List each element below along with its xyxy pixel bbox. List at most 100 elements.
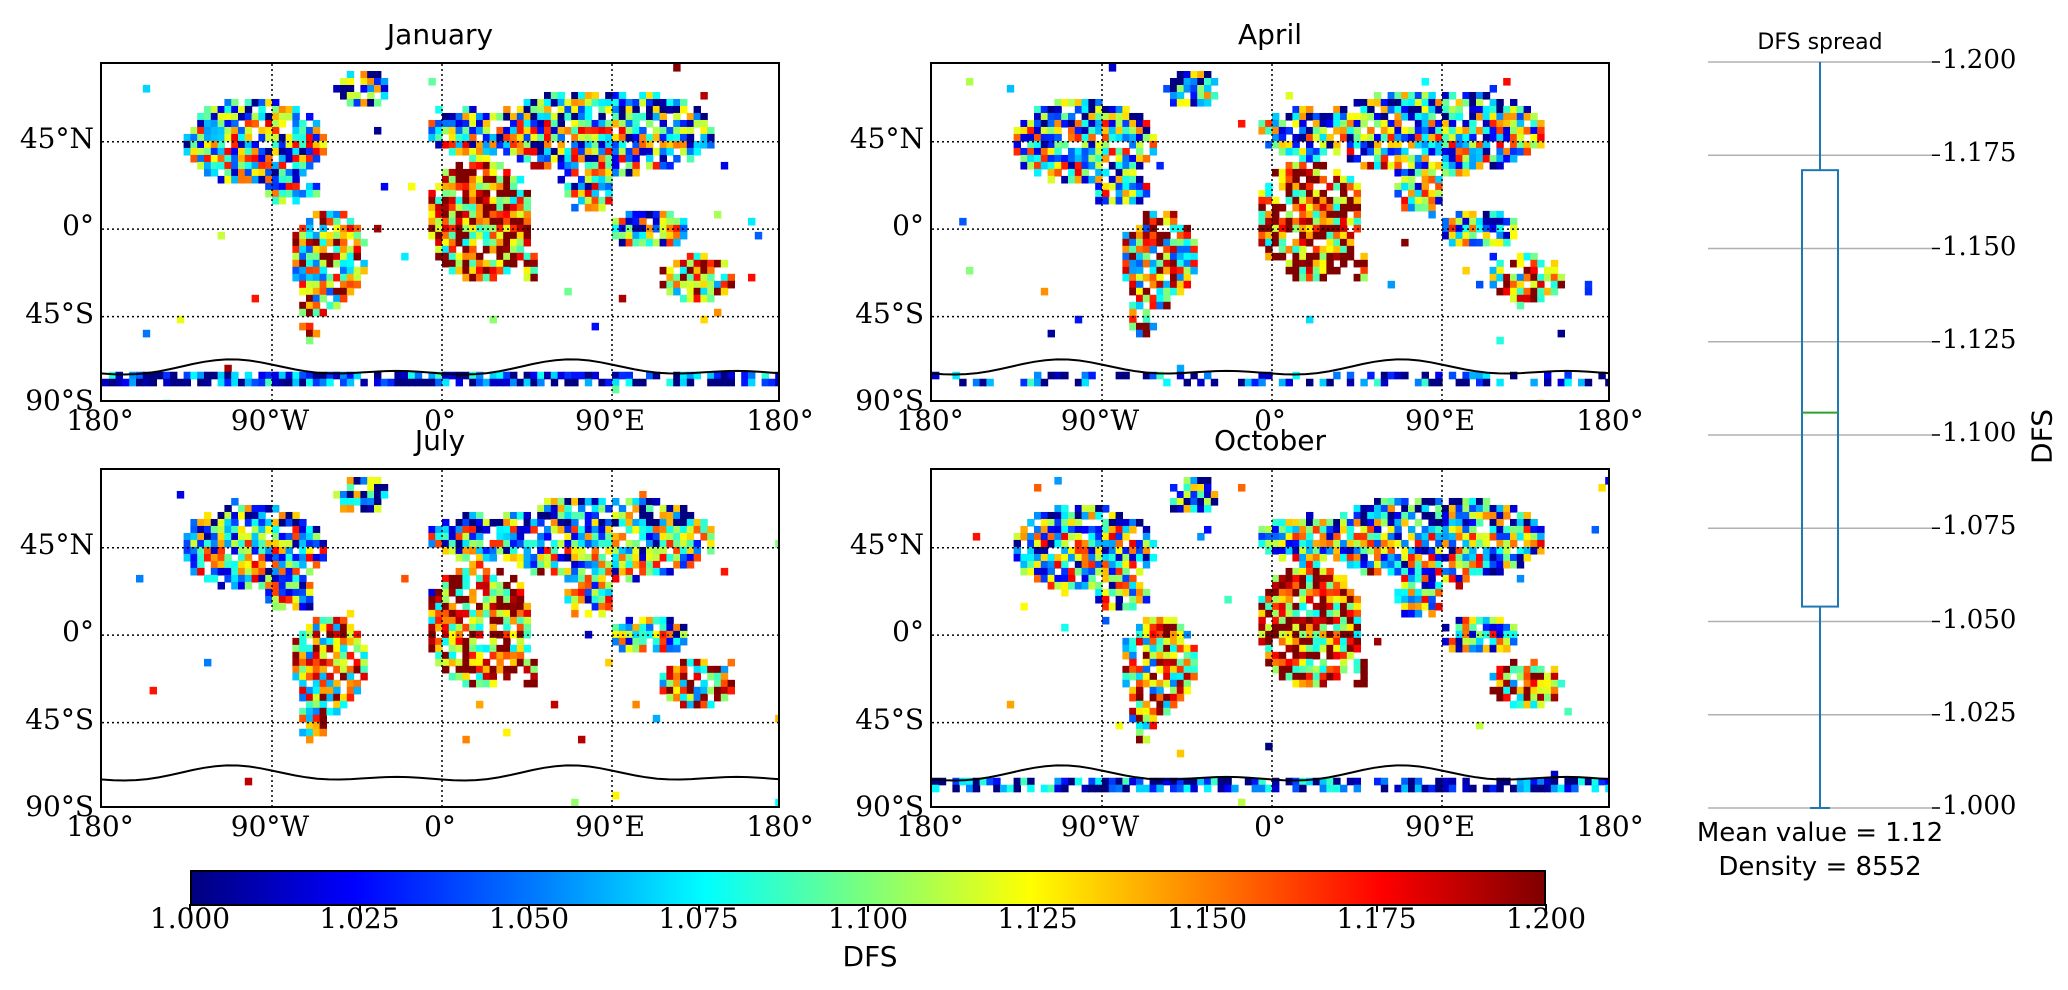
map-cell	[251, 532, 259, 541]
map-cell	[523, 189, 531, 198]
map-cell	[632, 504, 640, 513]
map-cell	[1190, 665, 1198, 674]
map-cell	[197, 119, 205, 128]
map-cell	[666, 105, 674, 114]
map-cell	[1516, 700, 1525, 709]
map-cell	[455, 378, 463, 387]
map-cell	[482, 210, 491, 219]
map-cell	[1156, 644, 1164, 653]
map-cell	[1190, 658, 1198, 667]
map-cell	[1319, 217, 1327, 226]
map-cell	[714, 210, 722, 219]
map-cell	[482, 581, 491, 590]
map-cell	[1591, 777, 1599, 786]
map-cell	[190, 147, 198, 156]
map-cell	[1408, 140, 1416, 149]
map-cell	[204, 518, 212, 527]
map-cell	[1414, 196, 1423, 205]
map-cell	[1374, 161, 1382, 170]
longitude-tick-label: 90°E	[574, 810, 646, 843]
map-cell	[482, 672, 491, 681]
map-cell	[346, 259, 355, 268]
map-cell	[571, 140, 579, 149]
map-cell	[1408, 553, 1416, 562]
map-cell	[1435, 378, 1443, 387]
map-cell	[1285, 126, 1293, 135]
map-cell	[306, 126, 314, 135]
map-cell	[1210, 378, 1219, 387]
map-cell	[1530, 259, 1538, 268]
map-cell	[1557, 329, 1565, 338]
map-cell	[1333, 518, 1341, 527]
map-cell	[448, 189, 457, 198]
map-cell	[1326, 518, 1334, 527]
map-cell	[1108, 147, 1117, 156]
map-cell	[1414, 98, 1423, 107]
map-cell	[503, 196, 511, 205]
map-cell	[272, 546, 280, 555]
map-cell	[1428, 105, 1436, 114]
boxplot-mean-value: Mean value = 1.12	[1696, 818, 1944, 848]
map-cell	[1265, 119, 1273, 128]
map-cell	[190, 546, 198, 555]
map-cell	[571, 378, 579, 387]
map-cell	[1605, 378, 1608, 387]
map-cell	[1510, 147, 1518, 156]
map-cell	[1523, 777, 1531, 786]
map-cell	[605, 147, 613, 156]
map-cell	[1428, 784, 1436, 793]
map-cell	[1346, 518, 1355, 527]
map-cell	[1360, 140, 1368, 149]
map-cell	[1340, 245, 1348, 254]
dfs-map	[102, 470, 778, 806]
map-cell	[1374, 504, 1382, 513]
map-cell	[482, 574, 491, 583]
map-cell	[659, 504, 667, 513]
map-cell	[1204, 476, 1212, 485]
map-cell	[210, 105, 219, 114]
map-cell	[469, 665, 477, 674]
map-cell	[489, 238, 497, 247]
map-cell	[1319, 133, 1327, 142]
map-cell	[1095, 182, 1103, 191]
map-cell	[1183, 476, 1191, 485]
map-cell	[496, 140, 504, 149]
map-cell	[435, 126, 443, 135]
map-cell	[1176, 77, 1185, 86]
map-cell	[564, 182, 572, 191]
map-cell	[979, 378, 987, 387]
map-cell	[292, 665, 300, 674]
map-cell	[1013, 777, 1021, 786]
map-cell	[1530, 777, 1538, 786]
map-cell	[632, 238, 640, 247]
map-cell	[272, 161, 280, 170]
map-cell	[1129, 161, 1137, 170]
map-cell	[1163, 693, 1171, 702]
map-cell	[516, 602, 525, 611]
map-cell	[584, 203, 593, 212]
map-cell	[448, 588, 457, 597]
map-cell	[496, 371, 504, 380]
map-cell	[673, 525, 681, 534]
coastline	[102, 358, 778, 376]
map-cell	[1346, 245, 1355, 254]
map-cell	[1074, 525, 1083, 534]
map-cell	[149, 378, 157, 387]
map-cell	[1510, 112, 1518, 121]
map-cell	[312, 245, 321, 254]
map-cell	[1102, 140, 1110, 149]
map-cell	[1496, 140, 1504, 149]
map-cell	[1258, 623, 1266, 632]
map-cell	[1204, 70, 1212, 79]
map-cell	[1285, 546, 1293, 555]
map-cell	[197, 126, 205, 135]
map-cell	[618, 532, 627, 541]
map-cell	[1489, 637, 1497, 646]
map-cell	[1326, 133, 1334, 142]
map-cell	[1088, 553, 1096, 562]
map-cell	[312, 126, 321, 135]
map-cell	[333, 616, 341, 625]
map-cell	[299, 119, 307, 128]
map-cell	[1401, 595, 1409, 604]
map-cell	[1326, 567, 1334, 576]
